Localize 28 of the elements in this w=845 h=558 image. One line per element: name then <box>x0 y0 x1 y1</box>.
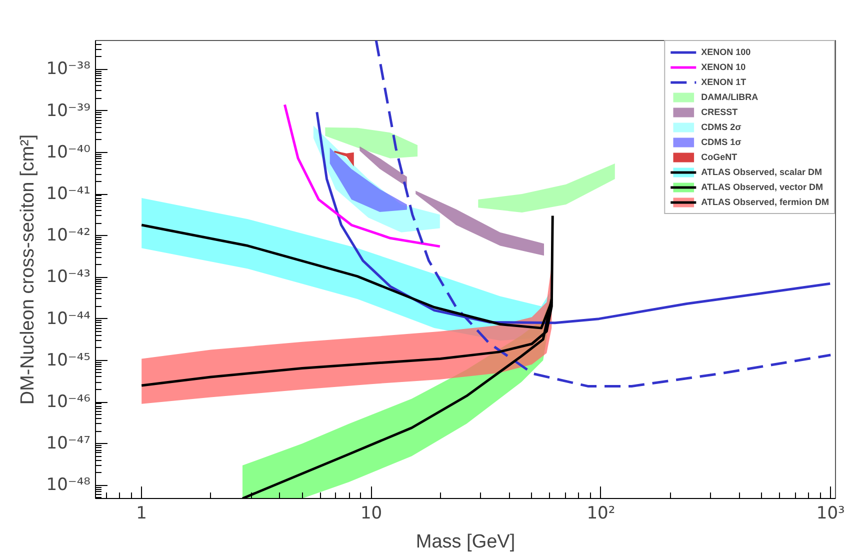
x-tick-label: 10³ <box>816 504 845 524</box>
y-tick-label: 10⁻⁴⁰ <box>46 142 91 162</box>
y-tick-label: 10⁻⁴¹ <box>46 184 91 204</box>
legend-label: ATLAS Observed, fermion DM <box>701 196 829 208</box>
legend-label: XENON 100 <box>701 46 751 58</box>
y-tick-label: 10⁻⁴⁷ <box>46 434 91 454</box>
y-tick-label: 10⁻³⁹ <box>46 100 91 121</box>
y-tick-label: 10⁻⁴² <box>46 226 91 246</box>
legend-label: ATLAS Observed, vector DM <box>701 181 824 193</box>
legend-label: CDMS 1σ <box>701 136 742 148</box>
legend-label: CRESST <box>701 106 738 118</box>
x-axis-title: Mass [GeV] <box>416 532 516 552</box>
y-tick-label: 10⁻⁴⁵ <box>46 350 91 370</box>
y-tick-label: 10⁻⁴⁴ <box>46 308 91 329</box>
legend-label: CoGeNT <box>701 151 738 163</box>
legend-label: ATLAS Observed, scalar DM <box>701 166 822 178</box>
legend-label: DAMA/LIBRA <box>701 91 758 103</box>
x-tick-label: 10 <box>360 504 382 524</box>
legend-label: CDMS 2σ <box>701 121 742 133</box>
x-tick-label: 10² <box>586 504 616 524</box>
legend-label: XENON 1T <box>701 76 746 88</box>
y-tick-label: 10⁻³⁸ <box>46 59 91 80</box>
legend-label: XENON 10 <box>701 61 746 73</box>
y-tick-label: 10⁻⁴⁸ <box>46 475 91 496</box>
y-tick-label: 10⁻⁴³ <box>46 267 91 288</box>
y-axis-title: DM-Nucleon cross-seciton [cm²] <box>17 134 38 405</box>
x-tick-label: 1 <box>136 504 148 524</box>
y-tick-label: 10⁻⁴⁶ <box>46 392 91 412</box>
